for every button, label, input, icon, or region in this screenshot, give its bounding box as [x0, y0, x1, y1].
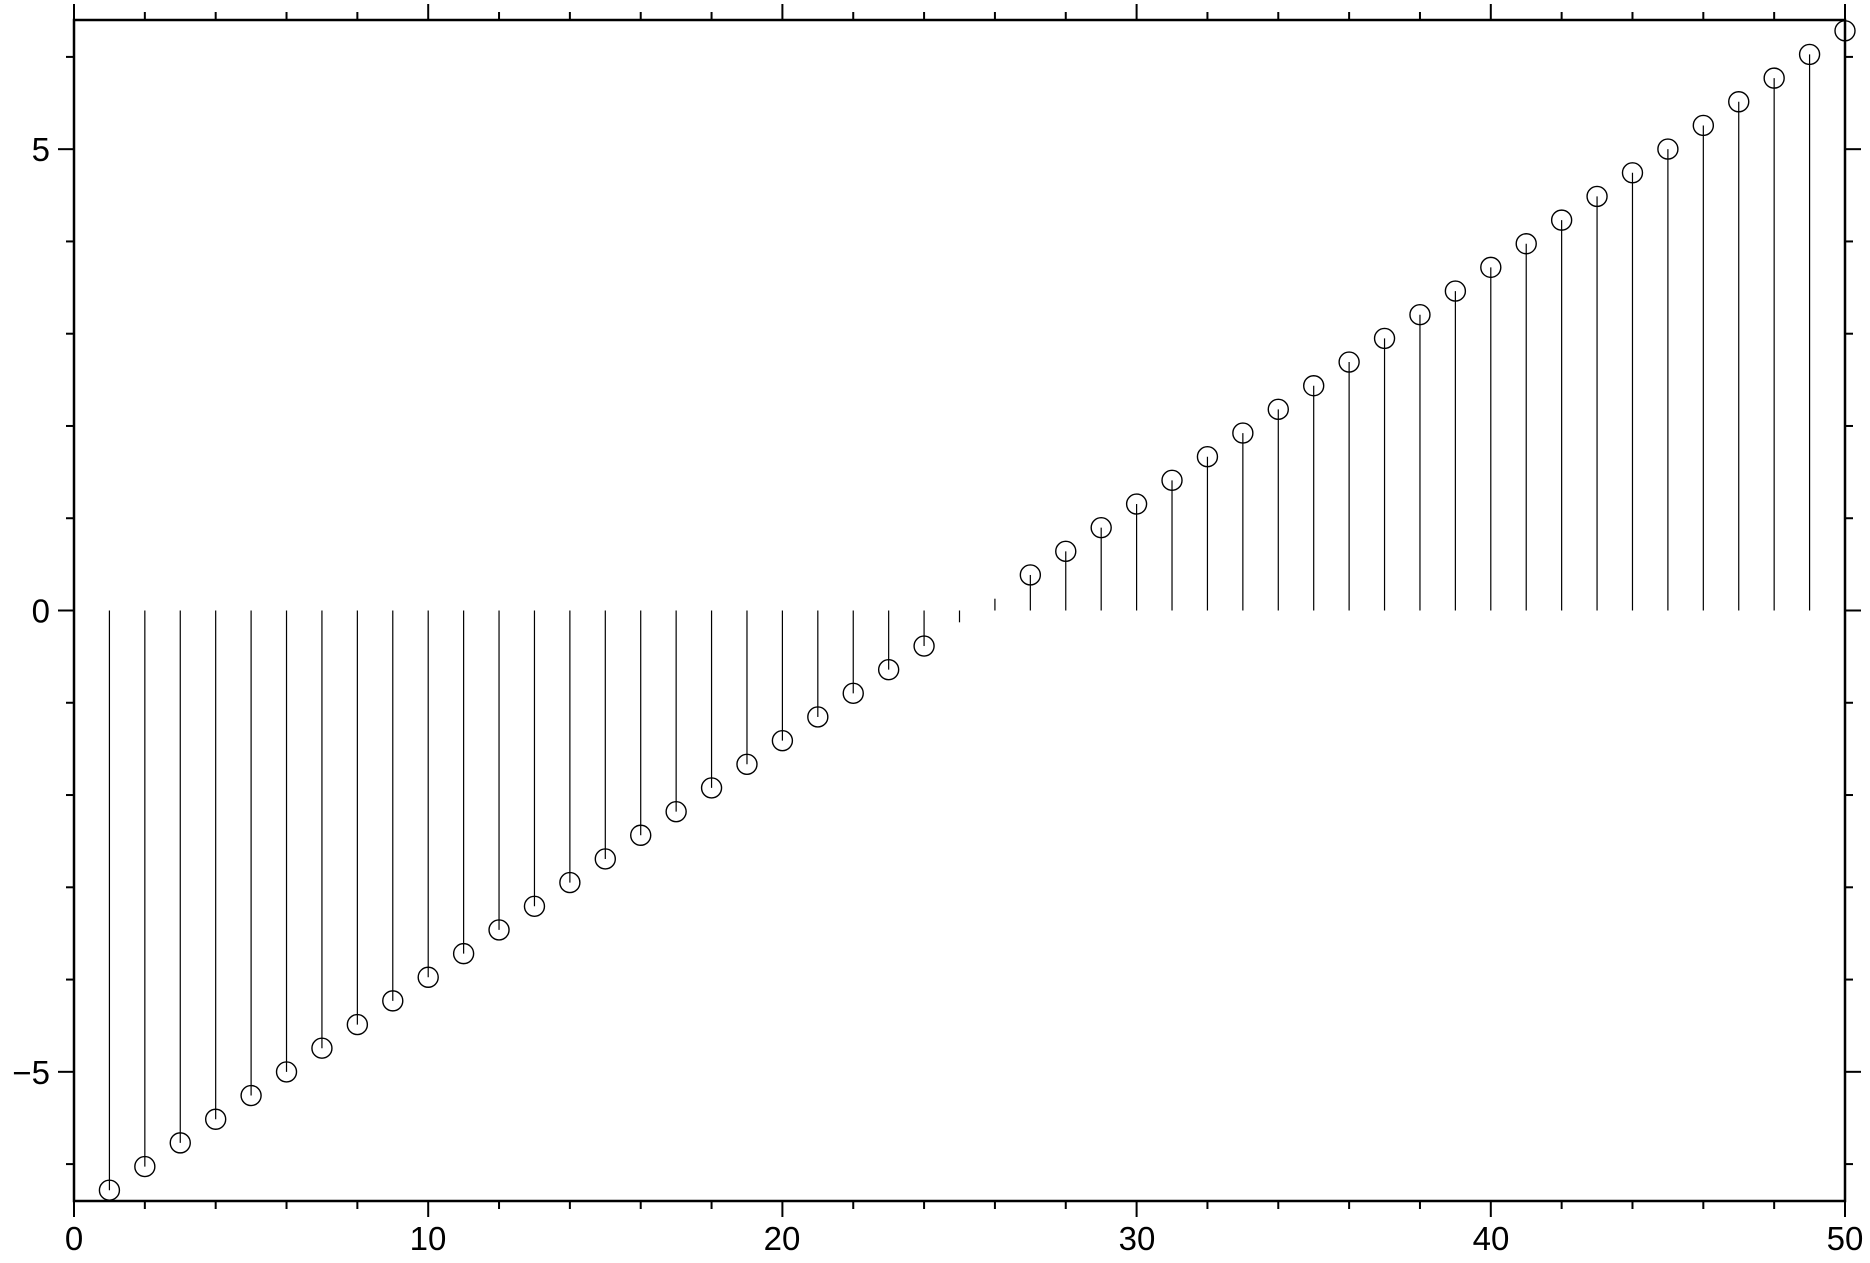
stem-marker: [134, 1155, 156, 1178]
stem-marker: [1586, 185, 1608, 208]
stem-marker: [594, 848, 616, 870]
stem-marker: [240, 1084, 262, 1107]
stem-marker: [523, 895, 546, 918]
stem-marker: [1373, 327, 1396, 350]
x-tick-label: 40: [1473, 1220, 1510, 1257]
x-tick-label: 30: [1119, 1220, 1156, 1257]
stem-marker: [1657, 138, 1679, 160]
stem-marker: [1621, 162, 1644, 184]
stem-marker: [1798, 43, 1821, 66]
stem-marker: [311, 1037, 333, 1059]
stem-marker: [1338, 351, 1360, 373]
stem-marker: [452, 942, 475, 965]
axis-ticks: [58, 4, 1861, 1217]
x-tick-label: 50: [1827, 1220, 1864, 1257]
stem-marker: [275, 1061, 298, 1083]
y-tick-label: −5: [12, 1054, 50, 1091]
stem-marker: [1444, 280, 1467, 302]
stem-marker: [346, 1013, 369, 1036]
x-tick-label: 0: [65, 1220, 83, 1257]
stem-marker: [382, 990, 404, 1012]
stem-marker: [1055, 540, 1077, 563]
stem-marker: [877, 658, 900, 681]
stem-marker: [630, 824, 652, 846]
stem-marker: [417, 966, 439, 988]
stem-marker: [700, 777, 723, 799]
x-tick-labels: 0 10 20 30 40 50: [65, 1220, 1864, 1257]
stem-marker: [559, 871, 581, 894]
stem-marker: [807, 706, 829, 728]
stem-marker: [1196, 445, 1219, 468]
stem-marker: [1232, 422, 1254, 444]
stem-marker: [1161, 469, 1183, 492]
stem-marker: [1090, 516, 1112, 539]
stem-marker: [1692, 114, 1715, 137]
plot-frame: [72, 18, 1847, 1203]
stem-marker: [1550, 209, 1573, 231]
stem-marker: [913, 635, 935, 657]
x-tick-label: 10: [410, 1220, 447, 1257]
stem-marker: [204, 1108, 227, 1130]
stem-marker: [1515, 233, 1537, 255]
x-tick-label: 20: [764, 1220, 801, 1257]
y-tick-label: 5: [32, 131, 50, 168]
stem-marker: [842, 682, 864, 705]
stem-marker: [771, 729, 794, 752]
y-tick-labels: −5 0 5: [12, 131, 50, 1091]
stem-marker: [1302, 375, 1325, 397]
stem-marker: [1409, 303, 1431, 326]
stem-marker: [1728, 91, 1750, 113]
stem-marker: [1763, 67, 1785, 89]
stem-marker: [488, 919, 510, 941]
stem-marker: [736, 753, 758, 776]
stem-marker: [1267, 398, 1289, 421]
stem-marker: [1480, 256, 1502, 279]
stem-marker: [665, 800, 687, 823]
y-tick-label: 0: [32, 593, 50, 630]
stem-marks: [98, 20, 1856, 1201]
stem-marker: [1019, 564, 1042, 586]
stem-marker: [169, 1132, 191, 1154]
stem-marker: [1125, 493, 1148, 515]
